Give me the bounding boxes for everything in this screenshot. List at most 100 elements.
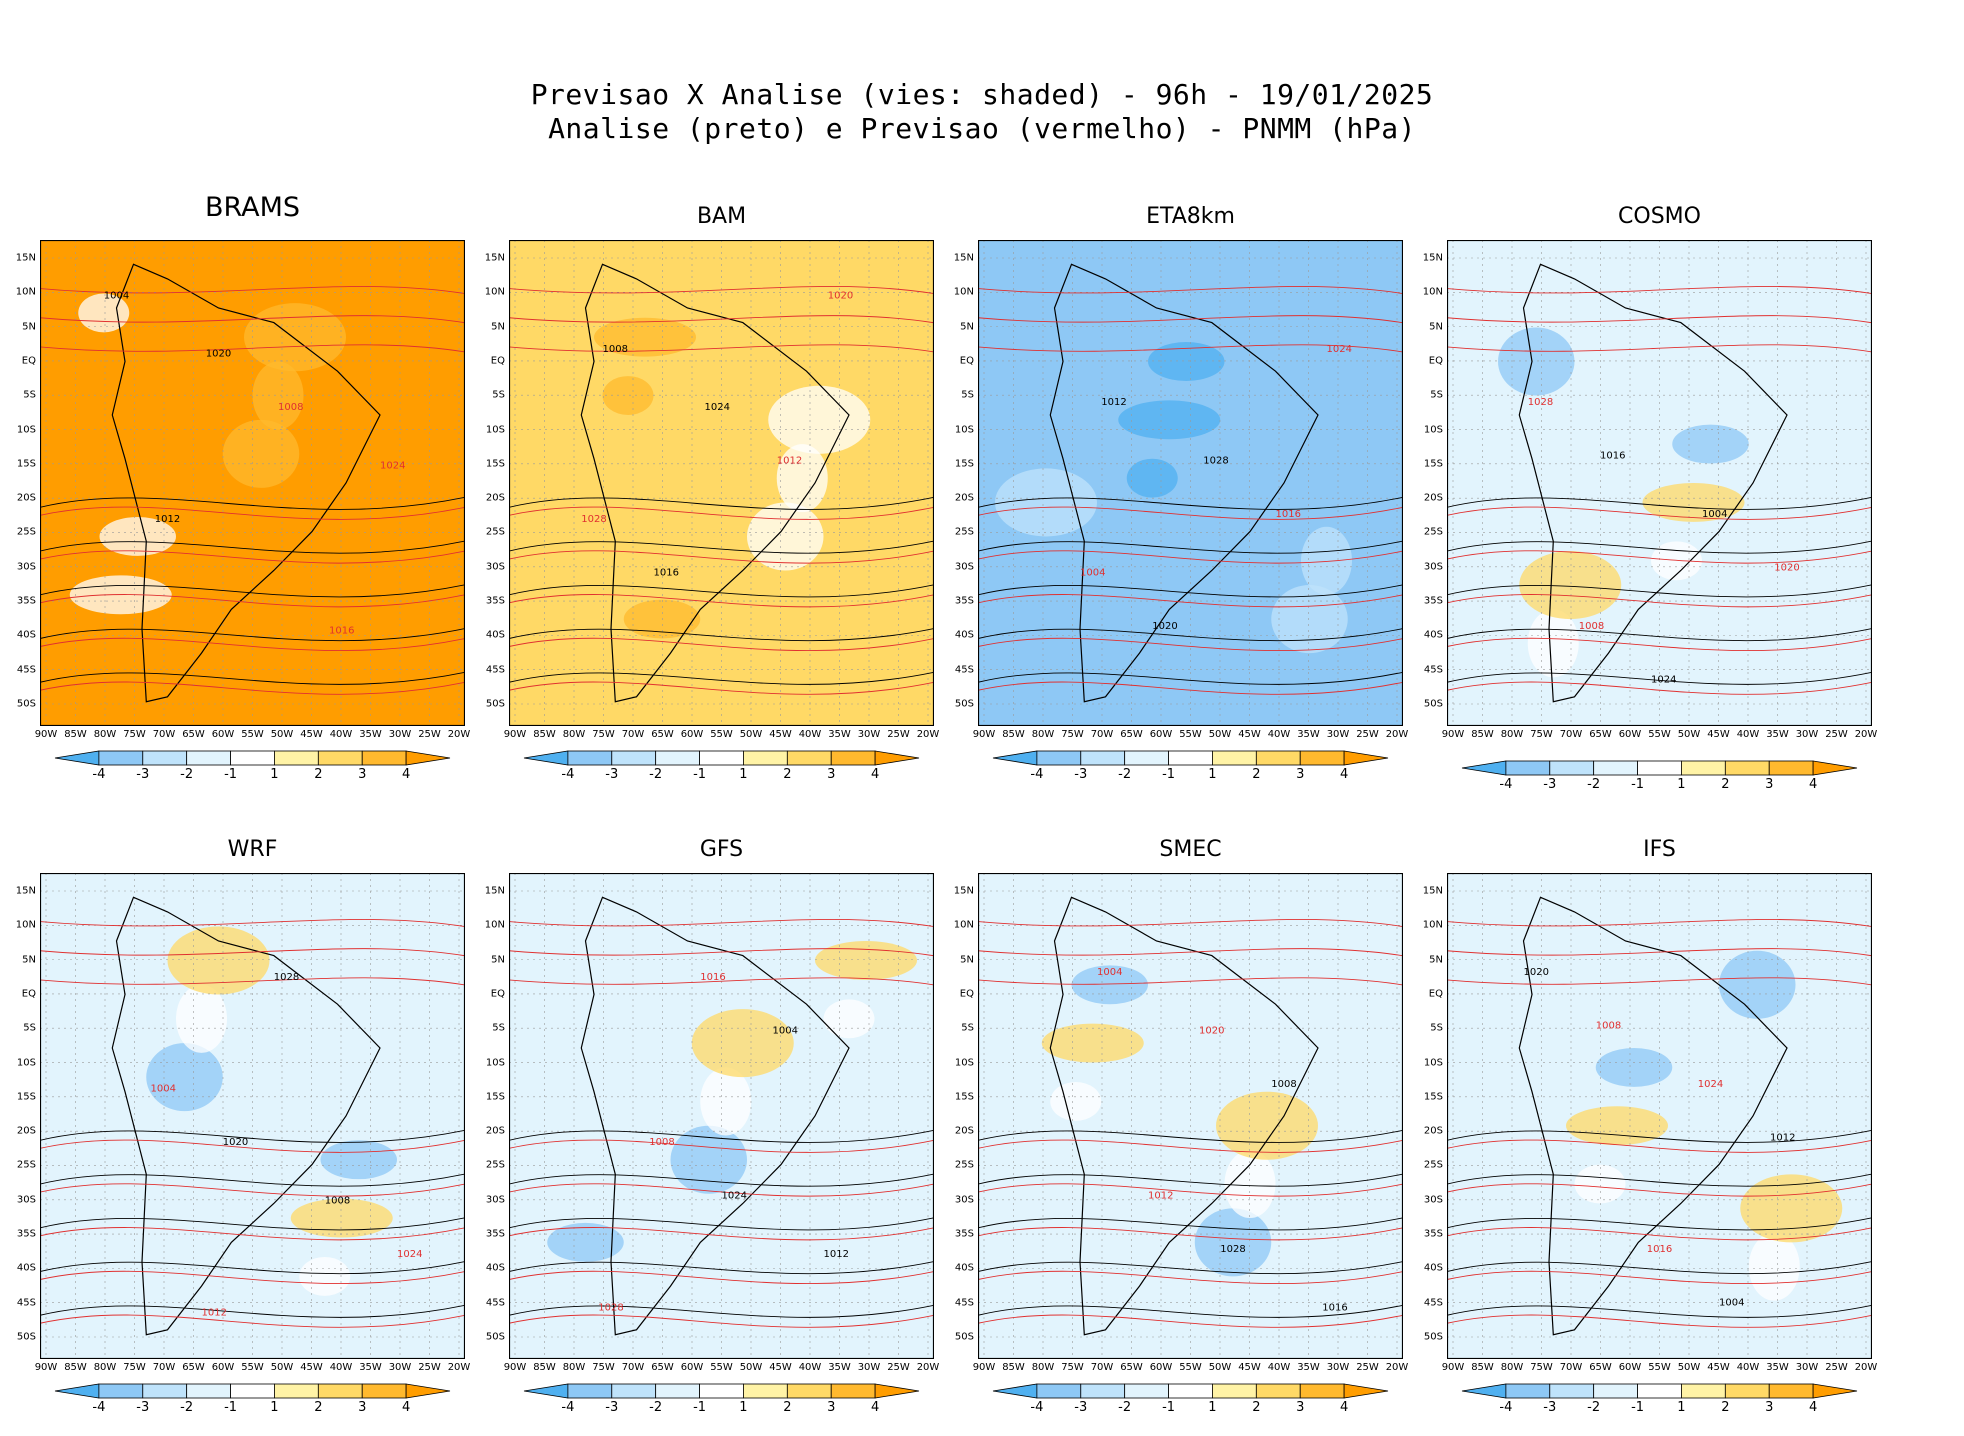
lon-tick-label: 65W bbox=[651, 1362, 674, 1373]
colorbar-segment bbox=[523, 750, 569, 766]
lon-tick-label: 25W bbox=[1356, 729, 1379, 740]
colorbar-segment bbox=[992, 1383, 1038, 1399]
isobar-label: 1016 bbox=[700, 972, 725, 983]
forecast-isobar bbox=[509, 594, 934, 608]
bias-region bbox=[290, 1198, 393, 1238]
lat-tick-label: 40S bbox=[16, 629, 36, 641]
map-frame bbox=[978, 240, 1403, 726]
isobar-label: 1012 bbox=[202, 1307, 227, 1318]
isobar-label: 1012 bbox=[824, 1249, 849, 1260]
panel-title-wrf: WRF bbox=[227, 837, 278, 862]
bias-region bbox=[1574, 1164, 1626, 1204]
lon-tick-label: 75W bbox=[1530, 729, 1553, 740]
analysis-isobar bbox=[1447, 1217, 1872, 1231]
forecast-isobar bbox=[40, 344, 465, 353]
colorbar-segment bbox=[1299, 750, 1345, 766]
bias-region bbox=[1041, 1023, 1144, 1063]
colorbar-segment bbox=[1768, 1383, 1814, 1399]
isobar-label: 1016 bbox=[654, 567, 679, 578]
lon-tick-label: 85W bbox=[64, 729, 87, 740]
south-america-coastline bbox=[111, 896, 381, 1336]
isobar-label: 1024 bbox=[705, 402, 730, 413]
lon-tick-label: 75W bbox=[592, 1362, 615, 1373]
lat-tick-label: 5N bbox=[22, 321, 36, 333]
map-panel-wrf: 1020 1024 1028 1004 1008 1012 bbox=[40, 873, 465, 1359]
bias-region bbox=[691, 1009, 794, 1078]
analysis-isobar bbox=[1447, 584, 1872, 598]
colorbar-label: 3 bbox=[1765, 777, 1774, 792]
analysis-isobar bbox=[509, 1129, 934, 1143]
lat-tick-label: EQ bbox=[490, 988, 505, 1000]
analysis-isobar bbox=[1447, 1261, 1872, 1275]
lat-tick-label: 45S bbox=[485, 1297, 505, 1309]
map-frame bbox=[1447, 240, 1872, 726]
map-frame bbox=[978, 873, 1403, 1359]
bias-region bbox=[1748, 1232, 1800, 1301]
forecast-isobar bbox=[509, 506, 934, 520]
lat-tick-label: 10S bbox=[1423, 1057, 1443, 1069]
map-panel-cosmo: 1016 1020 1024 1028 1004 1008 bbox=[1447, 240, 1872, 726]
bias-region bbox=[1148, 342, 1225, 381]
lat-tick-label: 15S bbox=[1423, 1091, 1443, 1103]
lon-tick-label: 35W bbox=[1297, 1362, 1320, 1373]
colorbar-label: -4 bbox=[92, 767, 106, 782]
analysis-isobar bbox=[1447, 1129, 1872, 1143]
lon-tick-label: 35W bbox=[1766, 729, 1789, 740]
colorbar-label: 2 bbox=[1721, 777, 1730, 792]
analysis-isobar bbox=[1447, 1304, 1872, 1318]
lat-tick-label: 25S bbox=[16, 526, 36, 538]
bias-region bbox=[320, 1140, 397, 1180]
lon-tick-label: 80W bbox=[1500, 1362, 1524, 1373]
isobar-label: 1024 bbox=[397, 1249, 422, 1260]
lat-tick-label: 5S bbox=[961, 389, 974, 401]
lat-tick-label: 35S bbox=[485, 595, 505, 607]
colorbar-segment bbox=[1505, 760, 1551, 776]
lat-tick-label: EQ bbox=[490, 355, 505, 367]
colorbar-label: 3 bbox=[358, 1400, 367, 1415]
lat-tick-label: EQ bbox=[1428, 355, 1443, 367]
analysis-isobar bbox=[978, 1217, 1403, 1231]
lon-tick-label: 40W bbox=[329, 1362, 353, 1373]
lon-tick-label: 80W bbox=[562, 729, 586, 740]
colorbar-segment bbox=[830, 750, 876, 766]
lon-tick-label: 80W bbox=[562, 1362, 586, 1373]
colorbar-label: 3 bbox=[358, 767, 367, 782]
lon-tick-label: 60W bbox=[1618, 729, 1642, 740]
colorbar-label: 1 bbox=[1208, 767, 1217, 782]
bias-region bbox=[1642, 483, 1745, 522]
colorbar-label: 4 bbox=[401, 767, 411, 782]
lat-tick-label: 5S bbox=[1430, 1022, 1443, 1034]
lat-tick-label: 5N bbox=[22, 954, 36, 966]
panel-title-brams: BRAMS bbox=[204, 192, 301, 223]
lon-tick-label: 35W bbox=[359, 1362, 382, 1373]
lon-tick-label: 60W bbox=[1149, 729, 1173, 740]
colorbar-label: -1 bbox=[693, 1400, 707, 1415]
lat-tick-label: 10N bbox=[953, 919, 974, 931]
forecast-isobar bbox=[509, 286, 934, 295]
isobar-label: 1028 bbox=[274, 972, 299, 983]
map-panel-bam: 1008 1012 1016 1020 1024 1028 bbox=[509, 240, 934, 726]
lat-tick-label: 10S bbox=[485, 424, 505, 436]
analysis-isobar bbox=[509, 540, 934, 554]
lat-tick-label: 20S bbox=[954, 1125, 974, 1137]
colorbar-segment bbox=[1080, 750, 1126, 766]
forecast-isobar bbox=[978, 550, 1403, 564]
map-frame bbox=[40, 873, 465, 1359]
forecast-isobar bbox=[40, 637, 465, 652]
map-panel-smec: 1028 1004 1008 1012 1016 1020 bbox=[978, 873, 1403, 1359]
colorbar-label: 1 bbox=[270, 767, 279, 782]
colorbar-segment bbox=[1124, 1383, 1169, 1399]
colorbar-segment bbox=[230, 750, 275, 766]
map-panel-gfs: 1024 1028 1004 1008 1012 1016 bbox=[509, 873, 934, 1359]
colorbar-segment bbox=[1593, 1383, 1638, 1399]
colorbar-segment bbox=[1549, 760, 1595, 776]
colorbar-segment bbox=[1168, 1383, 1213, 1399]
lon-tick-label: 45W bbox=[1238, 729, 1261, 740]
lon-tick-label: 30W bbox=[857, 729, 881, 740]
colorbar-segment bbox=[1255, 750, 1301, 766]
lon-tick-label: 55W bbox=[710, 729, 733, 740]
lon-tick-label: 90W bbox=[1441, 1362, 1465, 1373]
lat-tick-label: 15S bbox=[485, 1091, 505, 1103]
colorbar-segment bbox=[186, 750, 231, 766]
bias-region bbox=[995, 468, 1097, 537]
